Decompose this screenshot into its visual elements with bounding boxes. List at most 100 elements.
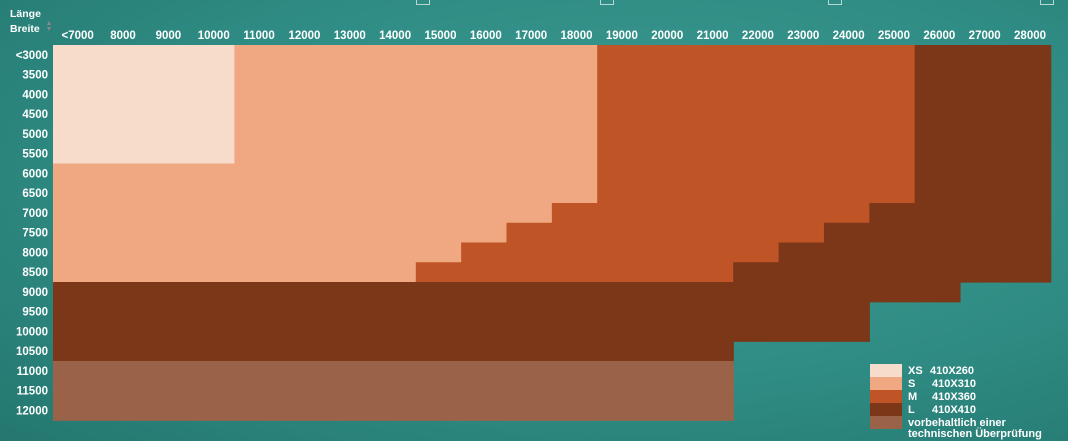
heatmap-cell xyxy=(506,321,553,342)
x-tick-label: 10000 xyxy=(198,30,230,42)
heatmap-cell xyxy=(597,203,644,224)
heatmap-cell xyxy=(415,104,462,125)
top-fragment-icon xyxy=(1040,0,1054,5)
heatmap-cell xyxy=(687,183,734,204)
heatmap-cell xyxy=(279,222,326,244)
heatmap-cell xyxy=(189,262,235,283)
heatmap-cell xyxy=(551,64,598,86)
heatmap-cell xyxy=(279,163,326,184)
x-tick-label: 18000 xyxy=(561,30,593,42)
heatmap-cell xyxy=(551,380,598,402)
heatmap-cell xyxy=(53,203,99,224)
heatmap-cell xyxy=(189,163,235,184)
heatmap-cell xyxy=(642,361,689,382)
heatmap-cell xyxy=(279,84,326,105)
heatmap-cell xyxy=(370,163,417,184)
heatmap-cell xyxy=(869,183,916,204)
heatmap-cell xyxy=(279,380,326,402)
y-tick-label: 8500 xyxy=(22,267,48,279)
heatmap-cell xyxy=(823,321,870,342)
heatmap-cell xyxy=(823,222,870,244)
heatmap-cell xyxy=(370,262,417,283)
heatmap-cell xyxy=(642,183,689,204)
heatmap-cell xyxy=(234,104,281,125)
heatmap-cell xyxy=(325,380,372,402)
heatmap-cell xyxy=(370,301,417,323)
heatmap-cell xyxy=(98,321,145,342)
legend-key: S xyxy=(908,378,915,390)
heatmap-cell xyxy=(415,64,462,86)
heatmap-cell xyxy=(506,124,553,145)
heatmap-cell xyxy=(687,282,734,303)
heatmap-cell xyxy=(415,321,462,342)
heatmap-cell xyxy=(325,341,372,362)
heatmap-cell xyxy=(98,45,145,66)
heatmap-cell xyxy=(687,104,734,125)
heatmap-cell xyxy=(143,242,190,263)
legend-size: 410X360 xyxy=(932,391,976,403)
x-axis-title: Länge xyxy=(10,8,41,20)
heatmap-cell xyxy=(869,64,916,86)
heatmap-cell xyxy=(143,203,190,224)
y-tick-label: 4000 xyxy=(22,89,48,101)
y-tick-label: 4500 xyxy=(22,109,48,121)
heatmap-cell xyxy=(98,262,145,283)
legend-key: L xyxy=(908,404,915,416)
legend-label: vorbehaltlich einer xyxy=(908,417,1007,429)
heatmap-cell xyxy=(597,301,644,323)
heatmap-cell xyxy=(325,242,372,263)
y-tick-label: 5000 xyxy=(22,129,48,141)
heatmap-cell xyxy=(506,104,553,125)
heatmap-cell xyxy=(778,301,825,323)
heatmap-cell xyxy=(733,104,780,125)
heatmap-cell xyxy=(733,321,780,342)
x-tick-label: 19000 xyxy=(606,30,638,42)
x-tick-label: 24000 xyxy=(833,30,865,42)
heatmap-cell xyxy=(234,341,281,362)
y-tick-label: 6000 xyxy=(22,168,48,180)
x-tick-label: 12000 xyxy=(288,30,320,42)
heatmap-cell xyxy=(642,282,689,303)
heatmap-cell xyxy=(506,203,553,224)
heatmap-cell xyxy=(189,282,235,303)
heatmap-cell xyxy=(53,104,99,125)
x-tick-label: 11000 xyxy=(243,30,274,42)
heatmap-cell xyxy=(823,242,870,263)
heatmap-cell xyxy=(869,104,916,125)
y-tick-label: 11000 xyxy=(17,366,48,378)
heatmap-cell xyxy=(279,400,326,421)
heatmap-cell xyxy=(279,143,326,165)
heatmap-cell xyxy=(370,124,417,145)
heatmap-cell xyxy=(778,282,825,303)
heatmap-cell xyxy=(143,124,190,145)
heatmap-cell xyxy=(461,282,508,303)
heatmap-cell xyxy=(370,400,417,421)
heatmap-cell xyxy=(370,361,417,382)
heatmap-cell xyxy=(1005,124,1052,145)
heatmap-cell xyxy=(778,64,825,86)
heatmap-cell xyxy=(143,64,190,86)
heatmap-cell xyxy=(823,104,870,125)
heatmap-cell xyxy=(325,84,372,105)
heatmap-cell xyxy=(415,163,462,184)
heatmap-cell xyxy=(461,64,508,86)
heatmap-cell xyxy=(687,45,734,66)
heatmap-cell xyxy=(823,282,870,303)
legend-swatch xyxy=(870,377,902,390)
heatmap-cell xyxy=(778,222,825,244)
heatmap-cell xyxy=(551,104,598,125)
heatmap-cell xyxy=(960,222,1006,244)
legend-swatch xyxy=(870,403,902,416)
heatmap-cell xyxy=(53,124,99,145)
heatmap-cell xyxy=(551,222,598,244)
heatmap-cell xyxy=(960,143,1006,165)
heatmap-cell xyxy=(733,301,780,323)
heatmap-cell xyxy=(279,104,326,125)
heatmap-cell xyxy=(189,341,235,362)
heatmap-cell xyxy=(189,124,235,145)
heatmap-cell xyxy=(551,203,598,224)
x-tick-label: 27000 xyxy=(969,30,1001,42)
heatmap-cell xyxy=(506,361,553,382)
heatmap-cell xyxy=(687,321,734,342)
x-tick-label: 20000 xyxy=(651,30,683,42)
